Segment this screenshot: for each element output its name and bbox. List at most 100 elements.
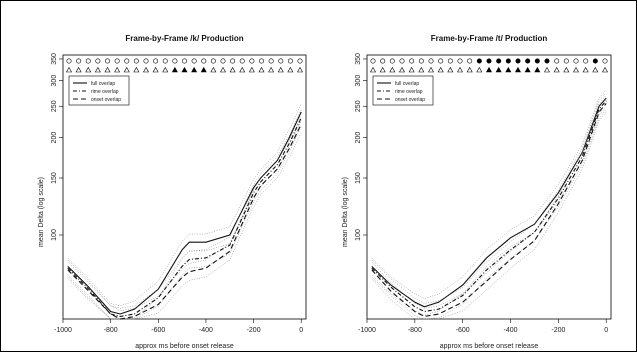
marker-circle (399, 58, 405, 64)
marker-triangle (572, 66, 580, 73)
y-tick-label: 100 (355, 229, 362, 241)
series-line-full-overlap (67, 111, 302, 315)
legend-label: onset overlap (395, 97, 425, 103)
series-band-rime-overlap-lower (371, 109, 607, 320)
marker-circle (85, 58, 91, 64)
marker-triangle (582, 66, 589, 73)
series-band-full-overlap-upper (67, 103, 302, 307)
marker-circle (220, 58, 226, 64)
series-band-rime-overlap-upper (67, 109, 302, 309)
marker-triangle (191, 66, 198, 73)
marker-circle (278, 58, 284, 64)
marker-triangle (427, 66, 435, 73)
marker-circle (172, 58, 178, 64)
marker-triangle (563, 66, 570, 73)
marker-triangle (65, 66, 73, 73)
marker-triangle (94, 66, 101, 73)
marker-circle (457, 58, 463, 64)
marker-triangle (543, 66, 551, 73)
marker-triangle (456, 66, 464, 73)
marker-triangle (181, 66, 188, 73)
marker-circle (573, 58, 579, 64)
series-line-rime-overlap (67, 117, 302, 318)
marker-circle (534, 58, 540, 64)
legend-label: full overlap (91, 81, 115, 87)
series-band-full-overlap-lower (67, 120, 302, 320)
marker-triangle (369, 66, 377, 73)
chart-panel-t: Frame-by-Frame /t/ Production 100 150 200 25… (342, 34, 612, 350)
marker-circle (428, 58, 434, 64)
marker-triangle (553, 66, 560, 73)
marker-triangle (476, 66, 483, 73)
marker-circle (602, 58, 608, 64)
marker-triangle (200, 66, 207, 73)
marker-triangle (389, 66, 396, 73)
marker-circle (409, 58, 415, 64)
marker-triangle (171, 66, 178, 73)
marker-circle (297, 58, 303, 64)
marker-circle (447, 58, 453, 64)
marker-circle (583, 58, 589, 64)
marker-circle (496, 58, 502, 64)
marker-circle (95, 58, 101, 64)
y-tick-label: 200 (355, 132, 362, 144)
x-tick-label: -600 (456, 327, 470, 334)
marker-circle (191, 58, 197, 64)
marker-circle (182, 58, 188, 64)
marker-triangle (114, 66, 121, 73)
marker-triangle (268, 66, 275, 73)
y-tick-label: 250 (51, 100, 58, 112)
marker-circle (544, 58, 550, 64)
marker-circle (258, 58, 264, 64)
series-line-rime-overlap (371, 100, 607, 313)
marker-triangle (447, 66, 454, 73)
marker-triangle (162, 66, 169, 73)
x-tick-label: -1000 (54, 327, 72, 334)
marker-circle (162, 58, 168, 64)
marker-circle (201, 58, 207, 64)
marker-circle (592, 58, 598, 64)
marker-circle (143, 58, 149, 64)
marker-circle (476, 58, 482, 64)
x-tick-label: -200 (247, 327, 261, 334)
marker-circle (380, 58, 386, 64)
marker-triangle (258, 66, 265, 73)
series-line-full-overlap (371, 97, 607, 308)
x-tick-label: -800 (104, 327, 118, 334)
marker-triangle (534, 66, 541, 73)
marker-triangle (277, 66, 284, 73)
marker-circle (249, 58, 255, 64)
marker-circle (438, 58, 444, 64)
x-tick-label: -1000 (358, 327, 376, 334)
marker-triangle (229, 66, 236, 73)
plot-area (62, 54, 307, 320)
marker-circle (230, 58, 236, 64)
y-tick-label: 200 (51, 132, 58, 144)
marker-triangle (524, 66, 531, 73)
marker-triangle (418, 66, 425, 73)
marker-triangle (379, 66, 386, 73)
marker-circle (114, 58, 120, 64)
marker-triangle (495, 66, 502, 73)
y-tick-label: 300 (51, 75, 58, 87)
series-band-full-overlap-lower (371, 106, 607, 316)
series-line-onset-overlap (371, 103, 607, 318)
chart-title: Frame-by-Frame /t/ Production (431, 34, 548, 43)
series-band-onset-overlap-lower (67, 132, 302, 320)
marker-circle (124, 58, 130, 64)
marker-circle (239, 58, 245, 64)
marker-circle (370, 58, 376, 64)
x-tick-label: 0 (604, 327, 608, 334)
marker-triangle (123, 66, 130, 73)
marker-triangle (466, 66, 473, 73)
y-tick-label: 350 (355, 53, 362, 65)
x-tick-label: -600 (151, 327, 165, 334)
legend-label: onset overlap (91, 97, 121, 103)
marker-circle (210, 58, 216, 64)
marker-triangle (133, 66, 140, 73)
marker-circle (287, 58, 293, 64)
marker-circle (105, 58, 111, 64)
chart-title: Frame-by-Frame /k/ Production (125, 34, 243, 43)
